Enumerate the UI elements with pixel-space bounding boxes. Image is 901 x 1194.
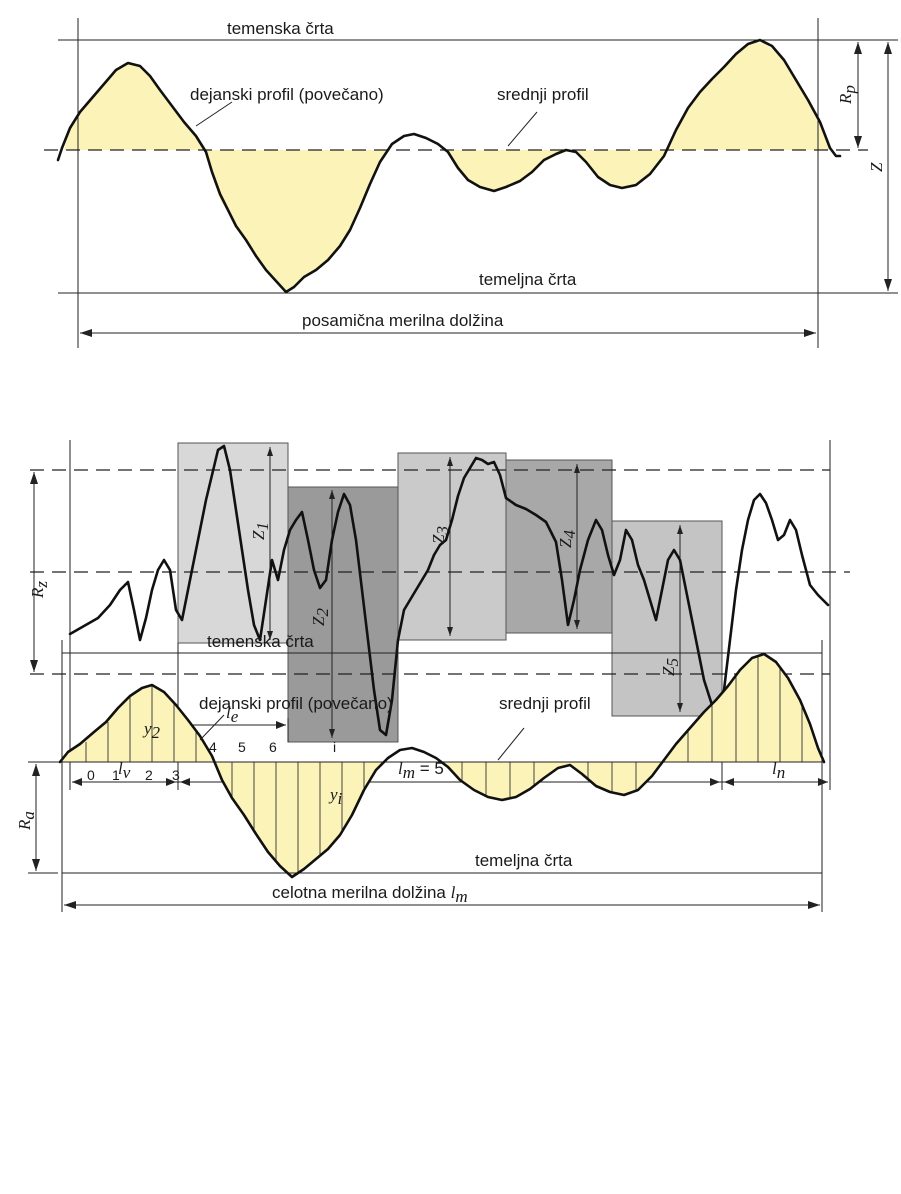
ra-label: Ra bbox=[15, 811, 38, 831]
rz-label: Rz bbox=[28, 581, 51, 599]
ra-fill-upper-right bbox=[664, 654, 822, 762]
ordinate-lines bbox=[85, 655, 803, 873]
z2-label: Z2 bbox=[309, 608, 332, 626]
index-i-label: i bbox=[333, 739, 336, 755]
yi-label: yi bbox=[328, 785, 343, 808]
ra-fill-lower bbox=[214, 762, 384, 876]
valley-area-fill-2 bbox=[448, 150, 668, 190]
top-line-label: temenska črta bbox=[207, 632, 314, 651]
z1-label: Z1 bbox=[249, 522, 272, 540]
mean-profile-label: srednji profil bbox=[497, 85, 589, 104]
ra-profile-curve bbox=[58, 652, 826, 879]
ordinate-2: 2 bbox=[145, 767, 153, 783]
y2-label: y2 bbox=[142, 719, 161, 742]
sample-box-5 bbox=[612, 521, 722, 716]
actual-profile-label: dejanski profil (povečano) bbox=[199, 694, 393, 713]
le-label: le bbox=[226, 703, 239, 726]
z4-label: Z4 bbox=[556, 530, 579, 548]
figure-profile-ra: temenska črta dejanski profil (povečano)… bbox=[15, 632, 826, 912]
z-label: Z bbox=[867, 162, 886, 172]
length-label: posamična merilna dolžina bbox=[302, 311, 504, 330]
actual-profile-curve bbox=[56, 38, 842, 294]
sample-box-4 bbox=[506, 460, 612, 633]
top-line-label: temenska črta bbox=[227, 19, 334, 38]
ordinate-6: 6 bbox=[269, 739, 277, 755]
ordinate-1: 1 bbox=[112, 767, 120, 783]
ordinate-0: 0 bbox=[87, 767, 95, 783]
valley-area-fill bbox=[204, 150, 390, 292]
figure-profile-rz: Rz Z1 Z2 Z3 Z4 Z5 le lv lm = 5 · le ln bbox=[28, 440, 850, 790]
bottom-line-label: temeljna črta bbox=[475, 851, 573, 870]
rz-profile-curve bbox=[68, 444, 830, 737]
ra-fill-lower-2 bbox=[440, 762, 664, 800]
bottom-line-label: temeljna črta bbox=[479, 270, 577, 289]
rp-label: Rp bbox=[836, 85, 859, 105]
sample-box-3 bbox=[398, 453, 506, 640]
ra-fill-upper-left bbox=[60, 686, 214, 762]
length-label: celotna merilna dolžina lm bbox=[272, 883, 468, 906]
figure-profile-rp: temenska črta dejanski profil (povečano)… bbox=[44, 18, 898, 348]
ordinate-5: 5 bbox=[238, 739, 246, 755]
lv-label: lv bbox=[118, 759, 131, 782]
z5-label: Z5 bbox=[659, 658, 682, 676]
sample-box-1 bbox=[178, 443, 288, 643]
ordinate-4: 4 bbox=[209, 739, 217, 755]
ordinate-3: 3 bbox=[172, 767, 180, 783]
actual-profile-label: dejanski profil (povečano) bbox=[190, 85, 384, 104]
peak-area-fill bbox=[64, 62, 204, 150]
z3-label: Z3 bbox=[429, 526, 452, 544]
ln-label: ln bbox=[772, 759, 785, 782]
mean-profile-label: srednji profil bbox=[499, 694, 591, 713]
